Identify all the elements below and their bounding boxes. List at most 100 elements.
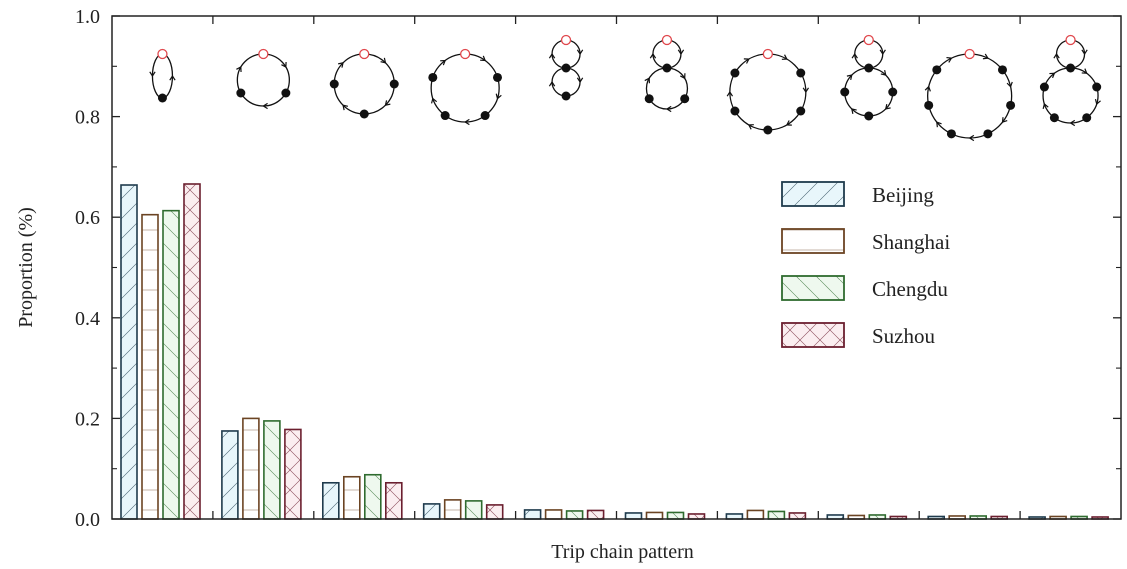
arrow-head bbox=[1081, 49, 1088, 56]
bar-suzhou-4 bbox=[485, 504, 504, 520]
origin-node bbox=[359, 48, 370, 60]
loop-path bbox=[151, 53, 174, 99]
legend-label: Beijing bbox=[872, 183, 934, 207]
bar-beijing-3 bbox=[321, 481, 340, 520]
arrow-head bbox=[149, 71, 156, 78]
legend-swatch bbox=[781, 275, 845, 301]
activity-node bbox=[1049, 113, 1059, 123]
origin-node bbox=[964, 48, 975, 60]
activity-node bbox=[236, 88, 246, 98]
bar-beijing-4 bbox=[422, 503, 441, 520]
arrow-head bbox=[1053, 52, 1060, 59]
arrow-head bbox=[384, 100, 391, 107]
pattern-icon-6 bbox=[644, 34, 690, 113]
bar-beijing-2 bbox=[221, 430, 239, 520]
legend-item-beijing: Beijing bbox=[781, 181, 934, 207]
activity-node bbox=[329, 79, 339, 89]
y-tick-label: 0.6 bbox=[75, 207, 100, 229]
bar-suzhou-2 bbox=[284, 428, 302, 520]
bar-suzhou-7 bbox=[788, 512, 807, 520]
y-tick-label: 0.8 bbox=[75, 107, 100, 129]
activity-node bbox=[997, 65, 1007, 75]
activity-node bbox=[983, 129, 993, 139]
bar-suzhou-5 bbox=[586, 509, 605, 520]
pattern-icon-10 bbox=[1039, 34, 1102, 127]
x-axis-title: Trip chain pattern bbox=[551, 541, 694, 563]
arrow-head bbox=[802, 87, 810, 94]
arrow-head bbox=[679, 73, 686, 80]
arrow-head bbox=[1081, 68, 1088, 74]
origin-node bbox=[762, 48, 773, 60]
activity-node bbox=[796, 68, 806, 78]
pattern-icon-2 bbox=[236, 48, 291, 110]
bar-suzhou-3 bbox=[384, 481, 403, 520]
origin-node bbox=[560, 34, 572, 46]
activity-node bbox=[480, 111, 490, 121]
arrow-head bbox=[726, 90, 734, 97]
axes-layer: 0.0 0.2 0.4 0.6 0.8 1.0 Trip chain pattern Prop… bbox=[15, 6, 1122, 563]
arrow-head bbox=[1006, 81, 1013, 88]
arrow-head bbox=[576, 77, 584, 84]
bars-layer bbox=[120, 183, 1109, 520]
activity-node bbox=[644, 94, 654, 104]
arrow-head bbox=[665, 105, 672, 113]
bar-shanghai-7 bbox=[746, 509, 765, 520]
legend-label: Suzhou bbox=[872, 324, 936, 348]
legend-item-suzhou: Suzhou bbox=[781, 322, 936, 348]
bar-shanghai-2 bbox=[242, 417, 260, 520]
activity-node bbox=[946, 129, 956, 139]
arrow-head bbox=[879, 49, 886, 56]
arrow-head bbox=[884, 103, 891, 110]
activity-node bbox=[730, 106, 740, 116]
activity-node bbox=[932, 65, 942, 75]
legend-swatch bbox=[781, 322, 845, 348]
bar-beijing-1 bbox=[120, 184, 138, 520]
activity-node bbox=[1006, 100, 1016, 110]
bar-suzhou-6 bbox=[687, 513, 706, 520]
loop-path bbox=[645, 67, 689, 110]
activity-node bbox=[763, 125, 773, 135]
arrow-head bbox=[430, 97, 438, 104]
activity-node bbox=[924, 100, 934, 110]
bar-beijing-6 bbox=[624, 512, 643, 520]
bar-beijing-5 bbox=[523, 509, 542, 520]
activity-node bbox=[1092, 82, 1102, 92]
legend-label: Shanghai bbox=[872, 230, 950, 254]
arrow-head bbox=[1001, 117, 1008, 124]
pattern-icon-7 bbox=[726, 48, 810, 135]
arrow-head bbox=[946, 56, 953, 63]
arrow-head bbox=[936, 121, 942, 128]
pattern-icon-5 bbox=[548, 34, 584, 101]
bar-chengdu-2 bbox=[263, 420, 281, 520]
bar-shanghai-1 bbox=[141, 213, 159, 520]
legend-swatch bbox=[781, 181, 845, 207]
y-tick-label: 0.4 bbox=[75, 308, 100, 330]
arrow-head bbox=[548, 80, 556, 87]
arrow-head bbox=[968, 134, 975, 142]
legend: Beijing Shanghai Chengdu Suzhou bbox=[781, 181, 950, 348]
activity-node bbox=[428, 72, 438, 82]
bar-chengdu-6 bbox=[666, 511, 685, 520]
loop-path bbox=[927, 53, 1013, 139]
loop-path bbox=[430, 53, 500, 123]
arrow-head bbox=[480, 55, 487, 62]
activity-node bbox=[796, 106, 806, 116]
arrow-head bbox=[747, 124, 754, 130]
y-tick-label: 1.0 bbox=[75, 6, 100, 28]
bar-chengdu-4 bbox=[464, 500, 483, 520]
y-tick-label: 0.2 bbox=[75, 408, 100, 430]
loop-path bbox=[236, 53, 291, 107]
legend-swatch bbox=[781, 228, 845, 254]
activity-node bbox=[864, 111, 874, 121]
bar-chengdu-7 bbox=[767, 510, 786, 520]
bar-chengdu-1 bbox=[162, 209, 180, 520]
arrow-head bbox=[338, 61, 344, 68]
bar-shanghai-3 bbox=[342, 475, 361, 520]
activity-node bbox=[492, 72, 502, 82]
loop-path bbox=[729, 53, 807, 131]
arrow-head bbox=[262, 102, 268, 110]
activity-node bbox=[561, 91, 571, 101]
activity-node bbox=[281, 88, 291, 98]
arrow-head bbox=[649, 52, 657, 59]
pattern-icon-8 bbox=[840, 34, 898, 121]
